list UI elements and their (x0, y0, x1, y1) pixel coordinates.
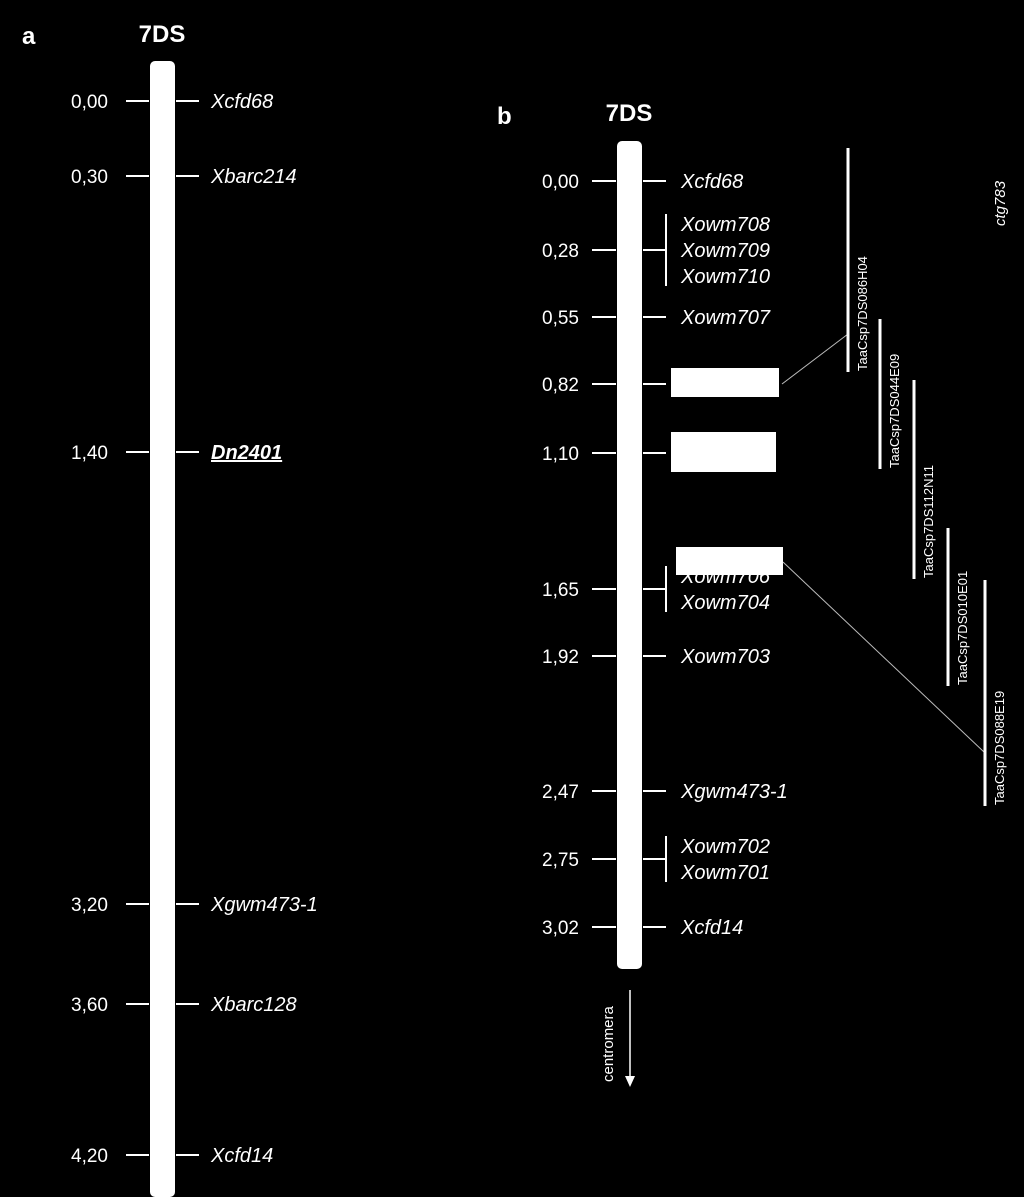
panel-b: b 7DS 0,00 Xcfd68 0,28 Xowm708 Xowm709 Xowm71… (497, 100, 1009, 1087)
panel-b-marker: 0,00 Xcfd68 (542, 171, 743, 193)
bac-clone: TaaCsp7DS088E19 (983, 580, 1007, 806)
panel-a-chromosome-bar (150, 61, 175, 1197)
panel-b-chromosome-title: 7DS (606, 100, 653, 127)
position-label: 3,20 (71, 895, 108, 916)
panel-b-marker: 2,47 Xgwm473-1 (542, 781, 788, 803)
position-label: 3,60 (71, 995, 108, 1016)
position-label: 1,92 (542, 647, 579, 668)
panel-b-marker: 1,10 (542, 444, 666, 465)
region-box-3 (676, 547, 783, 575)
bac-clone-label: TaaCsp7DS044E09 (887, 354, 902, 468)
panel-b-marker: 0,55 Xowm707 (542, 307, 771, 329)
bac-clone-label: TaaCsp7DS112N11 (921, 465, 936, 578)
marker-label: Xgwm473-1 (680, 781, 788, 803)
position-label: 1,65 (542, 580, 579, 601)
marker-label: Xcfd68 (210, 91, 273, 113)
position-label: 2,47 (542, 782, 579, 803)
marker-label: Xcfd68 (680, 171, 743, 193)
marker-label: Xowm703 (680, 646, 770, 668)
panel-b-marker: 2,75 Xowm702 Xowm701 (542, 836, 770, 884)
bac-clone-label: TaaCsp7DS086H04 (855, 256, 870, 371)
marker-label: Xowm702 (680, 836, 770, 858)
panel-a-marker: 1,40 Dn2401 (71, 442, 282, 464)
position-label: 0,82 (542, 375, 579, 396)
bac-clone-label: TaaCsp7DS010E01 (955, 571, 970, 685)
marker-label: Xowm709 (680, 240, 770, 262)
position-label: 0,30 (71, 167, 108, 188)
panel-a-marker: 0,00 Xcfd68 (71, 91, 273, 113)
marker-label: Xgwm473-1 (210, 894, 318, 916)
panel-a-marker: 3,20 Xgwm473-1 (71, 894, 318, 916)
panel-b-marker: 1,92 Xowm703 (542, 646, 770, 668)
position-label: 4,20 (71, 1146, 108, 1167)
panel-a-marker: 4,20 Xcfd14 (71, 1145, 273, 1167)
panel-b-marker: 0,28 Xowm708 Xowm709 Xowm710 (542, 214, 770, 288)
bac-clones: TaaCsp7DS086H04 TaaCsp7DS044E09 TaaCsp7DS1… (846, 148, 1007, 806)
position-label: 0,28 (542, 241, 579, 262)
position-label: 1,10 (542, 444, 579, 465)
position-label: 0,55 (542, 308, 579, 329)
position-label: 2,75 (542, 850, 579, 871)
panel-a-chromosome-title: 7DS (139, 21, 186, 48)
panel-b-letter: b (497, 103, 512, 130)
panel-a-marker: 3,60 Xbarc128 (71, 994, 297, 1016)
panel-a: a 7DS 0,00 Xcfd68 0,30 Xbarc214 1,40 Dn2401 3,… (22, 21, 318, 1197)
bac-clone-label: TaaCsp7DS088E19 (992, 691, 1007, 805)
marker-label: Xcfd14 (680, 917, 743, 939)
position-label: 0,00 (542, 172, 579, 193)
connector-line-top (781, 333, 849, 385)
bac-clone: TaaCsp7DS086H04 (846, 148, 870, 372)
panel-b-marker: 3,02 Xcfd14 (542, 917, 743, 939)
contig-label: ctg783 (992, 180, 1009, 226)
panel-b-chromosome-bar (617, 141, 642, 969)
position-label: 1,40 (71, 443, 108, 464)
centromere-arrow-head (625, 1076, 635, 1087)
marker-label: Xowm710 (680, 266, 770, 288)
bac-clone: TaaCsp7DS112N11 (912, 380, 936, 579)
panel-a-letter: a (22, 23, 36, 50)
marker-label: Xbarc128 (210, 994, 297, 1016)
marker-label: Xowm708 (680, 214, 770, 236)
marker-label: Xowm704 (680, 592, 770, 614)
bac-clone: TaaCsp7DS010E01 (946, 528, 970, 686)
centromere-label: centromera (600, 1005, 617, 1082)
position-label: 3,02 (542, 918, 579, 939)
marker-label: Xbarc214 (210, 166, 297, 188)
region-box-1 (671, 368, 779, 397)
position-label: 0,00 (71, 92, 108, 113)
bac-clone: TaaCsp7DS044E09 (878, 319, 902, 469)
region-box-2 (671, 432, 776, 472)
connector-line-bottom (782, 561, 985, 753)
panel-b-markers: 0,00 Xcfd68 0,28 Xowm708 Xowm709 Xowm710 0,55 X… (542, 171, 788, 939)
panel-a-markers: 0,00 Xcfd68 0,30 Xbarc214 1,40 Dn2401 3,20 Xgwm… (71, 91, 318, 1167)
panel-b-marker: 0,82 (542, 375, 666, 396)
marker-label: Xowm707 (680, 307, 771, 329)
marker-label: Xowm701 (680, 862, 770, 884)
marker-label: Xcfd14 (210, 1145, 273, 1167)
panel-a-marker: 0,30 Xbarc214 (71, 166, 297, 188)
gene-label: Dn2401 (211, 442, 282, 464)
